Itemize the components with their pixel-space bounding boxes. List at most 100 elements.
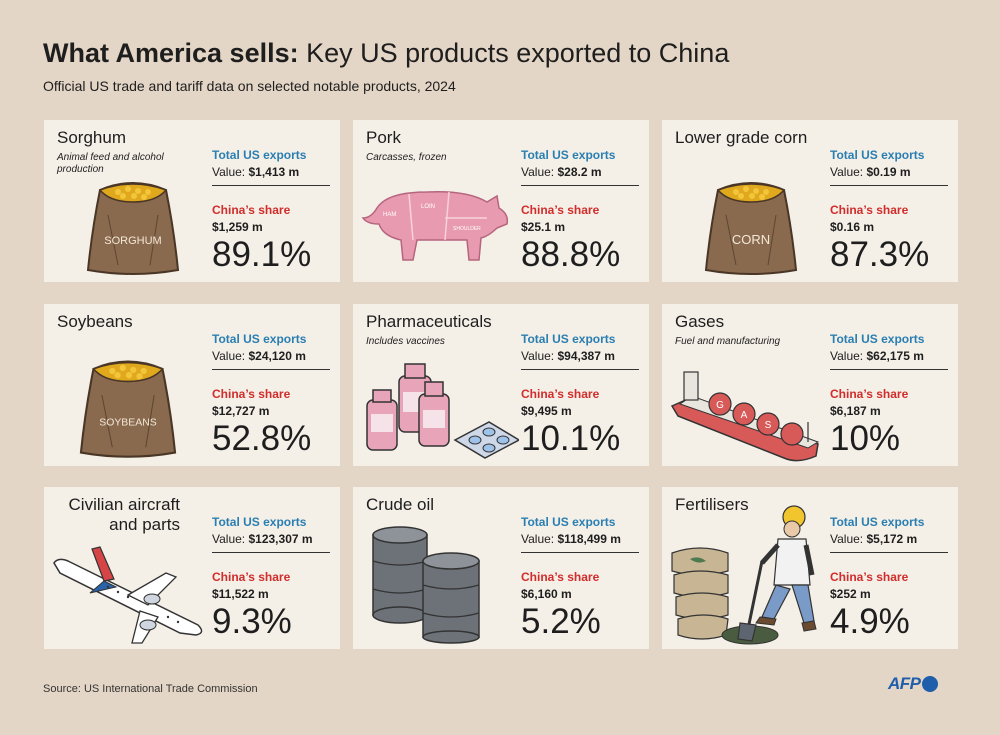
- china-share-value: $252 m: [830, 587, 871, 601]
- china-share-percent: 88.8%: [521, 235, 621, 274]
- china-share-percent: 89.1%: [212, 235, 312, 274]
- china-share-label: China’s share: [212, 203, 291, 217]
- stats: Total US exports Value: $28.2 m China’s …: [521, 148, 639, 274]
- product-name: Lower grade corn: [675, 128, 808, 147]
- china-share-label: China’s share: [212, 387, 291, 401]
- us-exports-value: Value: $62,175 m: [830, 349, 924, 363]
- china-share-percent: 10.1%: [521, 419, 621, 458]
- ship-letter: G: [716, 400, 724, 411]
- china-share-label: China’s share: [521, 203, 600, 217]
- china-share-value: $0.16 m: [830, 220, 875, 234]
- us-exports-value: Value: $1,413 m: [212, 165, 300, 179]
- afp-logo-text: AFP: [888, 674, 921, 693]
- china-share-percent: 9.3%: [212, 602, 292, 641]
- product-name: Fertilisers: [675, 495, 749, 514]
- product-name: Soybeans: [57, 312, 133, 331]
- china-share-value: $11,522 m: [212, 587, 269, 601]
- china-share-label: China’s share: [521, 387, 600, 401]
- cut-label: HAM: [383, 212, 396, 218]
- china-share-value: $1,259 m: [212, 220, 263, 234]
- divider: [830, 369, 948, 370]
- card-corn: Lower grade corn CORN Total US exports V…: [662, 120, 958, 282]
- product-note: Fuel and manufacturing: [675, 336, 781, 347]
- divider: [521, 185, 639, 186]
- divider: [212, 552, 330, 553]
- china-share-label: China’s share: [521, 570, 600, 584]
- us-exports-value: Value: $123,307 m: [212, 532, 313, 546]
- product-note: Carcasses, frozen: [366, 152, 447, 163]
- stats: Total US exports Value: $1,413 m China’s…: [212, 148, 330, 274]
- china-share-percent: 5.2%: [521, 602, 601, 641]
- divider: [830, 552, 948, 553]
- china-share-value: $6,187 m: [830, 404, 881, 418]
- worker-with-fertiliser-bags-icon: [671, 505, 817, 645]
- product-name: Crude oil: [366, 495, 435, 514]
- tanker-ship-icon: G A S: [670, 371, 820, 462]
- china-share-value: $25.1 m: [521, 220, 566, 234]
- cut-label: LOIN: [421, 204, 435, 210]
- china-share-value: $6,160 m: [521, 587, 572, 601]
- pig-icon: HAM LOIN SHOULDER: [361, 190, 509, 261]
- us-exports-label: Total US exports: [521, 148, 616, 162]
- us-exports-value: Value: $28.2 m: [521, 165, 602, 179]
- stats: Total US exports Value: $94,387 m China’…: [521, 332, 639, 458]
- china-share-label: China’s share: [830, 387, 909, 401]
- china-share-value: $12,727 m: [212, 404, 270, 418]
- card-crude-oil: Crude oil Total US exports Value: $118,4…: [353, 487, 649, 649]
- china-share-percent: 52.8%: [212, 419, 312, 458]
- us-exports-label: Total US exports: [212, 515, 307, 529]
- stats: Total US exports Value: $62,175 m China’…: [830, 332, 948, 458]
- title-bold: What America sells:: [43, 38, 299, 68]
- title-rest: Key US products exported to China: [306, 38, 730, 68]
- source-note: Source: US International Trade Commissio…: [43, 683, 258, 695]
- us-exports-label: Total US exports: [212, 332, 307, 346]
- china-share-percent: 10%: [830, 419, 901, 458]
- china-share-value: $9,495 m: [521, 404, 572, 418]
- card-soybeans: Soybeans SOYBEANS Total US exports Value…: [44, 304, 340, 466]
- us-exports-value: Value: $24,120 m: [212, 349, 306, 363]
- card-sorghum: Sorghum Animal feed and alcohol producti…: [44, 120, 340, 282]
- us-exports-label: Total US exports: [521, 515, 616, 529]
- us-exports-value: Value: $5,172 m: [830, 532, 918, 546]
- divider: [212, 369, 330, 370]
- oil-barrel-icon: [372, 526, 480, 644]
- afp-logo: AFP: [888, 674, 938, 694]
- card-fertilisers: Fertilisers Total US exports Val: [662, 487, 958, 649]
- sack-label: SOYBEANS: [99, 417, 156, 428]
- product-note: Includes vaccines: [366, 336, 445, 347]
- us-exports-value: Value: $0.19 m: [830, 165, 911, 179]
- china-share-percent: 4.9%: [830, 602, 910, 641]
- china-share-label: China’s share: [830, 570, 909, 584]
- stats: Total US exports Value: $123,307 m China…: [212, 515, 330, 641]
- sack-icon: SORGHUM: [86, 182, 180, 275]
- ship-letter: A: [741, 410, 748, 421]
- page-title: What America sells: Key US products expo…: [43, 38, 729, 69]
- us-exports-label: Total US exports: [830, 515, 925, 529]
- product-name: Pharmaceuticals: [366, 312, 492, 331]
- page-subtitle: Official US trade and tariff data on sel…: [43, 78, 456, 94]
- card-pork: Pork Carcasses, frozen HAM LOIN SHOULDER…: [353, 120, 649, 282]
- stats: Total US exports Value: $118,499 m China…: [521, 515, 639, 641]
- china-share-label: China’s share: [830, 203, 909, 217]
- china-share-percent: 87.3%: [830, 235, 930, 274]
- card-pharmaceuticals: Pharmaceuticals Includes vaccines Total …: [353, 304, 649, 466]
- divider: [521, 369, 639, 370]
- product-note: Animal feed and alcohol production: [57, 152, 164, 175]
- sack-label: SORGHUM: [104, 235, 161, 247]
- us-exports-value: Value: $118,499 m: [521, 532, 621, 546]
- divider: [521, 552, 639, 553]
- medicine-icon: [366, 363, 519, 459]
- product-grid: Sorghum Animal feed and alcohol producti…: [44, 120, 958, 651]
- product-name: Gases: [675, 312, 725, 331]
- afp-logo-dot: [921, 676, 938, 692]
- sack-icon: CORN: [704, 182, 798, 275]
- cut-label: SHOULDER: [453, 226, 481, 232]
- divider: [212, 185, 330, 186]
- ship-letter: S: [765, 420, 772, 431]
- sack-icon: SOYBEANS: [79, 360, 177, 458]
- us-exports-label: Total US exports: [521, 332, 616, 346]
- card-gases: Gases Fuel and manufacturing G A S Total…: [662, 304, 958, 466]
- us-exports-label: Total US exports: [830, 332, 925, 346]
- product-name: Sorghum: [57, 128, 126, 147]
- stats: Total US exports Value: $24,120 m China’…: [212, 332, 330, 458]
